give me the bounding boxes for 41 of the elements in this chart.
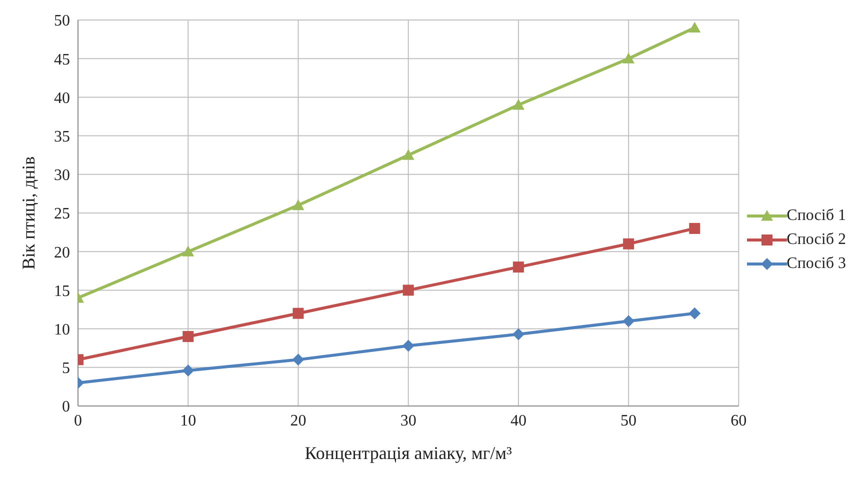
point — [512, 98, 524, 110]
y-tick-label: 0 — [62, 398, 70, 416]
point — [182, 331, 194, 342]
point — [688, 307, 701, 320]
x-tick-label: 60 — [730, 412, 747, 430]
x-tick-label: 40 — [510, 412, 526, 430]
x-tick-label: 10 — [180, 412, 196, 430]
point — [623, 238, 634, 250]
point — [292, 199, 304, 210]
legend-label: Спосіб 2 — [786, 230, 846, 248]
x-tick-label: 50 — [620, 412, 637, 430]
point — [292, 308, 304, 319]
y-tick-label: 50 — [54, 12, 70, 30]
x-tick-label: 20 — [290, 412, 306, 430]
point — [688, 22, 701, 33]
y-tick-label: 20 — [54, 244, 70, 262]
point — [622, 52, 635, 64]
x-tick-label: 30 — [400, 412, 416, 430]
y-tick-label: 15 — [54, 282, 70, 300]
y-tick-label: 45 — [54, 51, 70, 68]
y-axis-title: Вік птиці, днів — [18, 156, 38, 270]
x-axis-title: Концентрація аміаку, мг/м³ — [304, 443, 512, 463]
point — [402, 340, 414, 352]
y-tick-label: 25 — [54, 206, 70, 223]
point — [689, 222, 700, 234]
x-tick-label: 0 — [74, 412, 82, 430]
y-tick-label: 30 — [54, 167, 70, 184]
y-tick-label: 40 — [54, 90, 70, 107]
point — [182, 364, 194, 376]
point — [512, 262, 524, 273]
y-tick-label: 10 — [54, 321, 70, 338]
point — [402, 284, 414, 296]
legend-label: Спосіб 3 — [786, 254, 846, 272]
point — [402, 149, 414, 160]
y-tick-label: 35 — [54, 128, 70, 146]
point — [622, 315, 635, 328]
point — [292, 354, 304, 366]
legend-label: Спосіб 1 — [786, 206, 846, 224]
point — [512, 328, 524, 340]
point — [182, 246, 194, 256]
y-tick-label: 5 — [62, 360, 70, 378]
